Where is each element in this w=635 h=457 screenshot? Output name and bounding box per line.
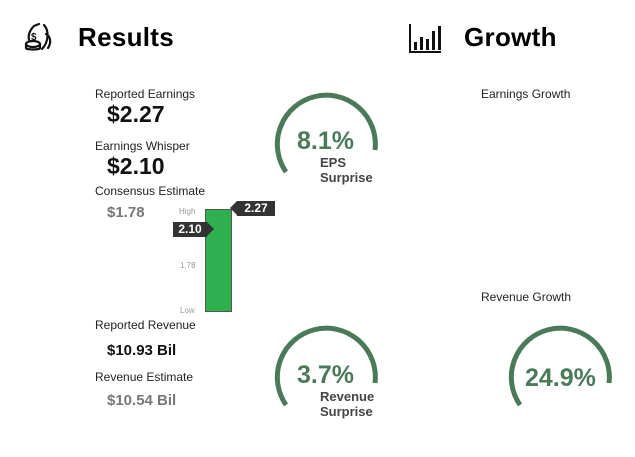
eps-surprise-percent: 8.1% (297, 127, 354, 155)
reported-revenue-value: $10.93 Bil (107, 342, 177, 359)
eps-surprise-arc (274, 92, 378, 174)
results-title: Results (78, 22, 175, 52)
range-high-label: High (179, 207, 196, 216)
revenue-surprise-label-1: Revenue (320, 389, 375, 404)
revenue-growth-percent: 24.9% (525, 364, 596, 392)
bar-chart-icon (409, 24, 441, 53)
earnings-whisper-value: $2.10 (107, 153, 165, 179)
earnings-whisper-label: Earnings Whisper (95, 139, 190, 153)
reported-earnings-label: Reported Earnings (95, 87, 196, 101)
range-mid-label: 1.78 (180, 261, 196, 270)
revenue-growth-arc (508, 325, 612, 407)
reported-tag-arrow (230, 201, 237, 215)
revenue-estimate-label: Revenue Estimate (95, 370, 194, 384)
consensus-estimate-value: $1.78 (107, 204, 145, 221)
estimate-range-bar: High 1.78 Low 2.27 2.10 (170, 200, 280, 320)
revenue-surprise-percent: 3.7% (297, 361, 354, 389)
reported-revenue-label: Reported Revenue (95, 318, 196, 332)
consensus-estimate-label: Consensus Estimate (95, 184, 206, 198)
revenue-surprise-arc (274, 325, 378, 407)
revenue-estimate-value: $10.54 Bil (107, 392, 177, 409)
revenue-surprise-gauge: 3.7% Revenue Surprise (274, 323, 384, 433)
whisper-tag-arrow (207, 222, 214, 236)
eps-surprise-gauge: 8.1% EPS Surprise (274, 90, 384, 200)
earnings-growth-label: Earnings Growth (481, 87, 571, 101)
eps-surprise-label-2: Surprise (320, 170, 373, 185)
svg-text:$: $ (31, 32, 37, 43)
reported-tag-text: 2.27 (237, 201, 275, 216)
range-low-label: Low (180, 306, 195, 315)
whisper-tag-text: 2.10 (173, 222, 207, 237)
revenue-surprise-label-2: Surprise (320, 404, 373, 419)
money-bag-icon: $ (24, 22, 52, 51)
reported-earnings-value: $2.27 (107, 101, 165, 127)
eps-surprise-label-1: EPS (320, 155, 347, 170)
revenue-growth-label: Revenue Growth (481, 290, 572, 304)
revenue-growth-gauge: 24.9% (508, 323, 618, 433)
growth-title: Growth (464, 22, 557, 52)
